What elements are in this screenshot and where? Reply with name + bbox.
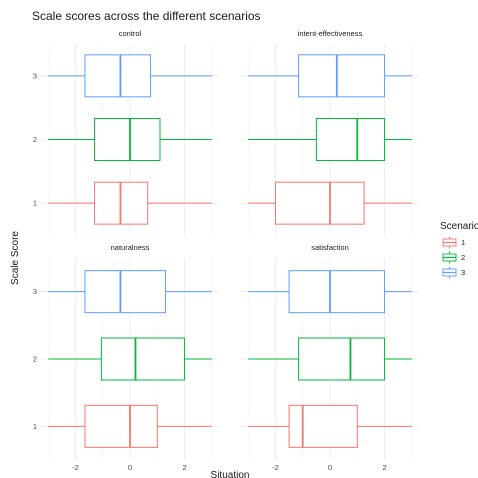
x-tick-label: 2 — [382, 463, 386, 472]
facet-panels: control 1 2 3 intent-effectiveness naturalnes… — [33, 29, 420, 472]
x-tick-label: 0 — [328, 463, 332, 472]
legend-item: 1 — [442, 236, 465, 249]
box-scenario-3 — [48, 270, 212, 314]
legend-label: 1 — [461, 238, 465, 247]
box-scenario-3 — [48, 54, 212, 98]
box-scenario-1 — [248, 181, 412, 225]
legend-label: 2 — [461, 253, 465, 262]
x-tick-label: -2 — [72, 463, 79, 472]
box-scenario-2 — [248, 337, 412, 381]
facet-title: naturalness — [111, 243, 150, 252]
x-tick-label: 2 — [182, 463, 186, 472]
box-scenario-3 — [248, 54, 412, 98]
iqr-box — [84, 54, 151, 98]
y-tick-label: 3 — [33, 287, 37, 296]
box-scenario-2 — [48, 337, 212, 381]
iqr-box — [315, 118, 386, 161]
x-axis-label: Situation — [211, 470, 250, 478]
facet-title: control — [119, 29, 142, 38]
y-tick-label: 1 — [33, 199, 37, 208]
y-tick-label: 1 — [33, 422, 37, 431]
iqr-box — [288, 270, 386, 314]
chart-title: Scale scores across the different scenar… — [32, 9, 261, 23]
box-scenario-1 — [48, 181, 212, 225]
facet-panel: control 1 2 3 — [33, 29, 220, 235]
legend: Scenario 1 2 3 — [440, 221, 478, 279]
box-scenario-1 — [248, 404, 412, 448]
iqr-box — [84, 404, 158, 448]
legend-item: 3 — [442, 266, 465, 279]
facet-panel: naturalness 1 2 3 -2 0 2 — [33, 243, 220, 472]
iqr-box — [298, 337, 386, 381]
x-tick-label: -2 — [272, 463, 279, 472]
facet-panel: intent-effectiveness — [240, 29, 420, 235]
legend-label: 3 — [461, 268, 465, 277]
box-scenario-3 — [248, 270, 412, 314]
iqr-box — [288, 404, 358, 448]
iqr-box — [274, 181, 365, 225]
y-tick-label: 2 — [33, 135, 37, 144]
box-scenario-2 — [48, 118, 212, 161]
facet-panel: satisfaction -2 0 2 — [240, 243, 420, 472]
legend-title: Scenario — [440, 221, 478, 232]
iqr-box — [100, 337, 186, 381]
legend-item: 2 — [442, 251, 465, 264]
y-axis-label: Scale Score — [10, 231, 21, 285]
x-tick-label: 0 — [128, 463, 132, 472]
facet-title: intent-effectiveness — [298, 29, 363, 38]
iqr-box — [94, 118, 161, 161]
facet-title: satisfaction — [311, 243, 349, 252]
box-scenario-2 — [248, 118, 412, 161]
iqr-box — [298, 54, 386, 98]
box-scenario-1 — [48, 404, 212, 448]
y-tick-label: 2 — [33, 355, 37, 364]
y-tick-label: 3 — [33, 71, 37, 80]
iqr-box — [84, 270, 166, 314]
